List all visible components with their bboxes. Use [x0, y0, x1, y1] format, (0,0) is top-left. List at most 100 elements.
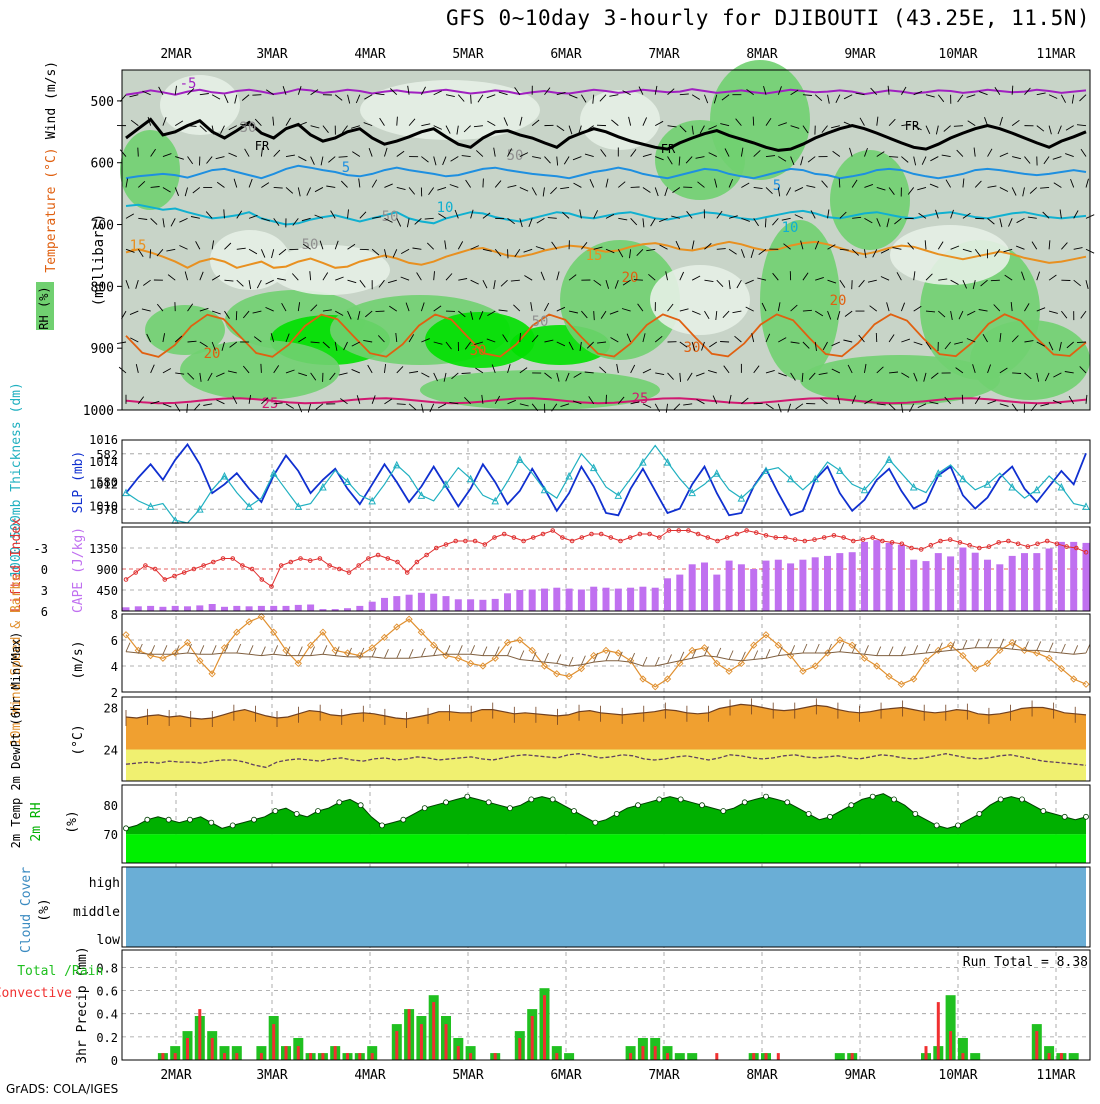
contour-label: 20 — [622, 270, 639, 286]
rh2m-marker — [1041, 809, 1046, 814]
cape-bar — [393, 596, 400, 611]
cape-bar — [529, 590, 536, 612]
cloud-level-label: high — [89, 876, 120, 891]
cape-bar — [1033, 553, 1040, 611]
wind-barb-10m — [298, 647, 302, 656]
wind-barb-10m — [901, 647, 905, 656]
precip-tick-label: 0 — [111, 1054, 118, 1068]
precip-conv-bar — [445, 1024, 448, 1060]
rh2m-marker — [273, 809, 278, 814]
rh2m-marker — [636, 803, 641, 808]
wind-barb-10m — [200, 645, 204, 654]
wind-barb — [634, 280, 643, 281]
wind-axis-label: Wind (m/s) — [44, 61, 59, 139]
precip-conv-bar — [198, 1009, 201, 1060]
cloud-level-label: low — [97, 933, 121, 948]
rh2m-marker — [742, 800, 747, 805]
cape-bar — [406, 595, 413, 611]
cape-bar — [775, 560, 782, 611]
cape-bar — [504, 593, 511, 611]
rh2m-marker — [145, 817, 150, 822]
x-tick-label-bottom: 8MAR — [746, 1068, 777, 1083]
wind-tick-label: 6 — [111, 634, 118, 648]
temp-axis-label: Temperature (°C) — [44, 147, 59, 272]
rh-patch — [710, 60, 810, 180]
cape-bar — [443, 596, 450, 611]
rh2m-marker — [444, 800, 449, 805]
wind-barb-10m — [458, 645, 462, 654]
x-tick-label-bottom: 4MAR — [354, 1068, 385, 1083]
cape-bar — [566, 589, 573, 611]
cape-bar — [381, 598, 388, 611]
cape-bar — [209, 604, 216, 611]
rh2m-marker — [806, 811, 811, 816]
cape-bar — [603, 588, 610, 611]
wind-barb-10m — [569, 657, 573, 666]
cape-bar — [836, 553, 843, 611]
rh-patch — [890, 225, 1010, 285]
rh2m-axis-label: 2m RH — [29, 802, 44, 841]
precip-conv-bar — [925, 1046, 928, 1060]
wind-barb-10m — [926, 644, 930, 653]
cape-bar — [639, 587, 646, 611]
cape-bar — [959, 548, 966, 612]
cape-bar — [935, 553, 942, 611]
wind-barb — [991, 280, 1000, 281]
precip-conv-bar — [949, 1031, 952, 1060]
precip-conv-bar — [321, 1053, 324, 1060]
slp-tick-label: 1014 — [89, 455, 118, 469]
cape-tick-label: 450 — [96, 584, 118, 598]
li-tick-label: -3 — [34, 542, 48, 556]
wind-barb — [754, 403, 763, 404]
cape-bar — [135, 606, 142, 611]
wind-barb-10m — [163, 645, 167, 654]
ua-ytick-label: 600 — [91, 157, 114, 172]
cape-bar — [615, 589, 622, 611]
cape-bar — [627, 588, 634, 611]
precip-conv-bar — [420, 1024, 423, 1060]
wind-barb — [606, 395, 607, 404]
wind-barb-10m — [446, 645, 450, 654]
x-tick-label-bottom: 5MAR — [452, 1068, 483, 1083]
cape-bar — [812, 557, 819, 611]
rh2m-marker — [764, 794, 769, 799]
wind-barb-10m — [421, 648, 425, 657]
wind-barb-10m — [1074, 645, 1078, 654]
cape-bar — [947, 556, 954, 611]
slp-axis-label: SLP (mb) — [71, 451, 86, 514]
precip-frame — [122, 950, 1090, 1060]
precip-total-bar — [687, 1053, 697, 1060]
cape-bar — [123, 607, 130, 611]
cape-bar — [147, 606, 154, 611]
contour-label: 20 — [830, 293, 847, 309]
temp-axis-label: 2m Temp 2m DewPt (6hr Min/Max) — [9, 632, 23, 849]
precip-conv-bar — [715, 1053, 718, 1060]
wind-barb — [376, 311, 385, 312]
precip-legend-rain-word: Rain — [72, 964, 103, 979]
cape-bar — [676, 575, 683, 611]
credit-label: GrADS: COLA/IGES — [6, 1082, 118, 1096]
precip-conv-bar — [223, 1053, 226, 1060]
precip-conv-bar — [777, 1053, 780, 1060]
li-tick-label: 3 — [41, 584, 48, 598]
rh2m-marker — [1084, 814, 1089, 819]
precip-conv-bar — [432, 1002, 435, 1060]
wind-barb-10m — [397, 649, 401, 658]
wind-barb-10m — [249, 645, 253, 654]
wind-barb-10m — [1049, 643, 1053, 652]
cape-bar — [701, 563, 708, 612]
cape-bar — [861, 542, 868, 611]
cape-bar — [283, 606, 290, 611]
cape-bar — [689, 564, 696, 611]
rh2m-marker — [849, 803, 854, 808]
x-tick-label-bottom: 11MAR — [1036, 1068, 1075, 1083]
precip-conv-bar — [641, 1046, 644, 1060]
rh2m-marker — [785, 800, 790, 805]
x-tick-label-top: 11MAR — [1036, 47, 1075, 62]
li-line — [126, 531, 1086, 587]
wind-barb — [594, 311, 595, 320]
precip-conv-bar — [961, 1053, 964, 1060]
temp-tick-label: 24 — [104, 744, 118, 758]
